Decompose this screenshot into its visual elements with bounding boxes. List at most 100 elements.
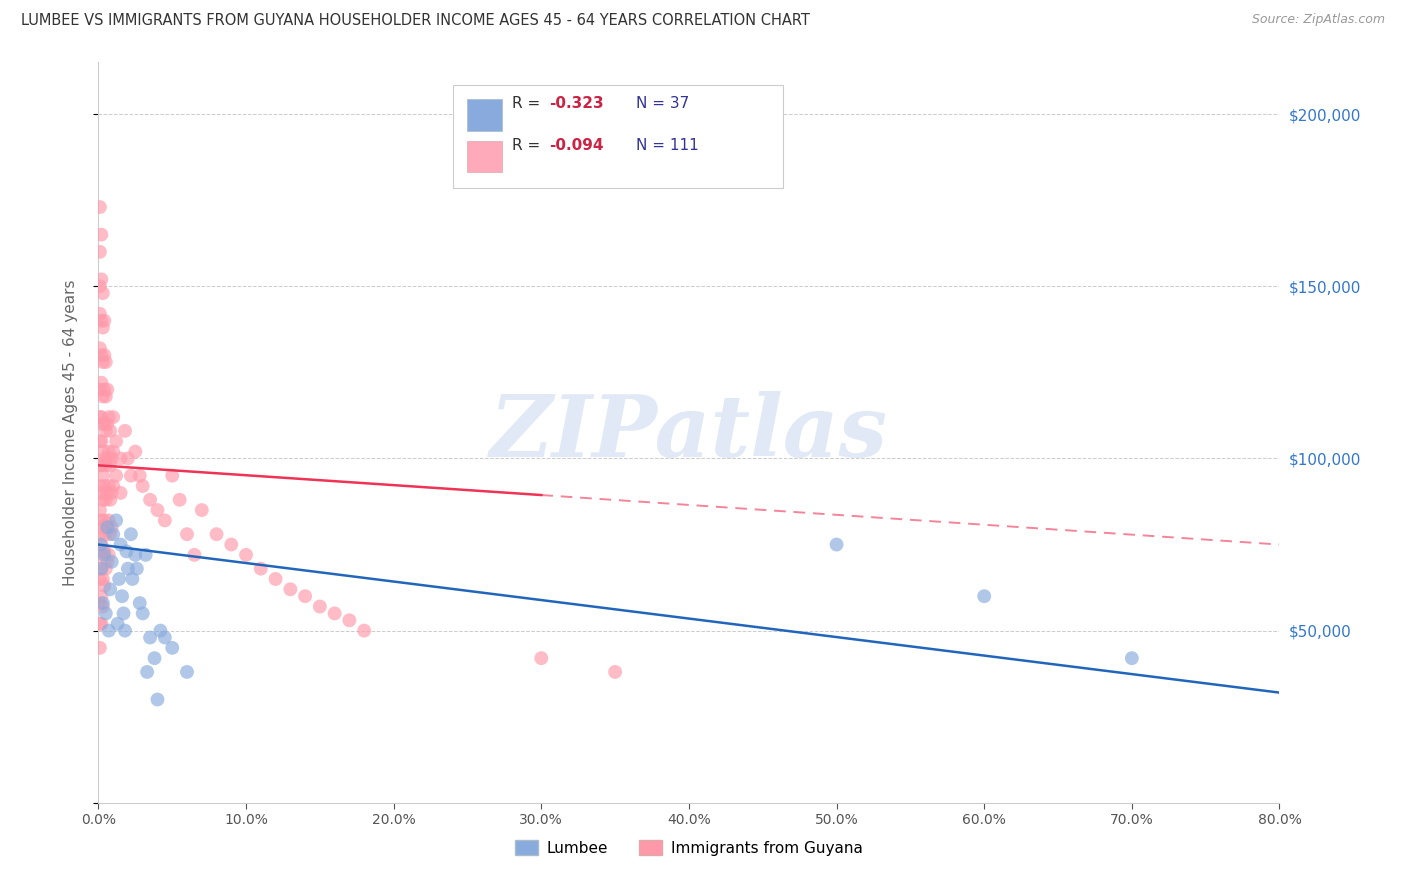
Point (221, 537, 243, 551)
Point (91, 492, 114, 507)
Point (90, 486, 112, 500)
Point (103, 410, 125, 425)
Text: N = 111: N = 111 (636, 138, 699, 153)
Point (89, 572, 111, 586)
Point (91, 320, 114, 334)
Text: -0.323: -0.323 (550, 95, 605, 111)
Point (128, 596, 150, 610)
Point (90, 410, 112, 425)
Point (176, 665, 198, 679)
Point (143, 651, 166, 665)
Point (110, 451, 132, 466)
Point (89, 479, 111, 493)
Point (91, 389, 114, 403)
Point (605, 665, 627, 679)
Point (110, 537, 132, 551)
Point (91, 444, 114, 458)
Point (91, 355, 114, 369)
Point (1121, 651, 1143, 665)
Point (90, 561, 112, 575)
Point (153, 513, 176, 527)
Text: Source: ZipAtlas.com: Source: ZipAtlas.com (1251, 13, 1385, 27)
Point (90, 561, 112, 575)
Point (114, 424, 136, 438)
Point (90, 589, 112, 603)
Point (98, 492, 121, 507)
Point (183, 548, 205, 562)
Point (111, 589, 134, 603)
Point (97, 624, 120, 638)
Text: R =: R = (512, 138, 546, 153)
Point (103, 444, 125, 458)
Point (90, 458, 112, 473)
FancyBboxPatch shape (467, 99, 502, 130)
Point (90, 513, 112, 527)
Point (309, 599, 332, 614)
Point (205, 527, 228, 541)
Point (117, 451, 139, 466)
Point (973, 589, 995, 603)
Point (146, 692, 169, 706)
Point (97, 548, 120, 562)
Point (93, 548, 115, 562)
Point (264, 572, 287, 586)
Point (117, 561, 139, 575)
Point (107, 616, 129, 631)
Point (98, 527, 121, 541)
Point (110, 486, 132, 500)
Point (120, 527, 142, 541)
Point (90, 272, 112, 286)
Text: N = 37: N = 37 (636, 95, 689, 111)
Point (89, 596, 111, 610)
Point (97, 479, 120, 493)
Point (90, 227, 112, 242)
Point (90, 434, 112, 449)
Point (91, 599, 114, 614)
Point (97, 444, 120, 458)
Point (125, 561, 148, 575)
Point (98, 582, 121, 597)
Point (96, 486, 118, 500)
Point (100, 486, 122, 500)
Point (93, 579, 115, 593)
Point (96, 417, 118, 431)
Point (128, 468, 150, 483)
Point (93, 513, 115, 527)
FancyBboxPatch shape (453, 85, 783, 188)
Point (93, 348, 115, 362)
Point (115, 544, 138, 558)
Point (121, 572, 143, 586)
Point (89, 341, 111, 355)
Point (139, 492, 162, 507)
Point (120, 468, 142, 483)
Point (94, 355, 117, 369)
Point (94, 492, 117, 507)
Point (98, 424, 121, 438)
Point (94, 527, 117, 541)
Point (94, 389, 117, 403)
Point (96, 451, 118, 466)
Point (89, 307, 111, 321)
Point (114, 624, 136, 638)
Point (103, 527, 125, 541)
Point (250, 561, 273, 575)
Point (89, 458, 111, 473)
Point (280, 582, 302, 597)
Point (162, 640, 183, 655)
Point (103, 479, 125, 493)
Point (91, 468, 114, 483)
Point (96, 520, 118, 534)
Point (90, 537, 112, 551)
Point (112, 607, 135, 621)
Text: R =: R = (512, 95, 546, 111)
Point (235, 548, 257, 562)
Point (135, 548, 157, 562)
Point (825, 537, 848, 551)
Point (98, 458, 121, 473)
Point (89, 640, 111, 655)
Point (97, 513, 120, 527)
Point (353, 624, 375, 638)
Point (105, 434, 128, 449)
Point (90, 314, 112, 328)
Point (89, 503, 111, 517)
